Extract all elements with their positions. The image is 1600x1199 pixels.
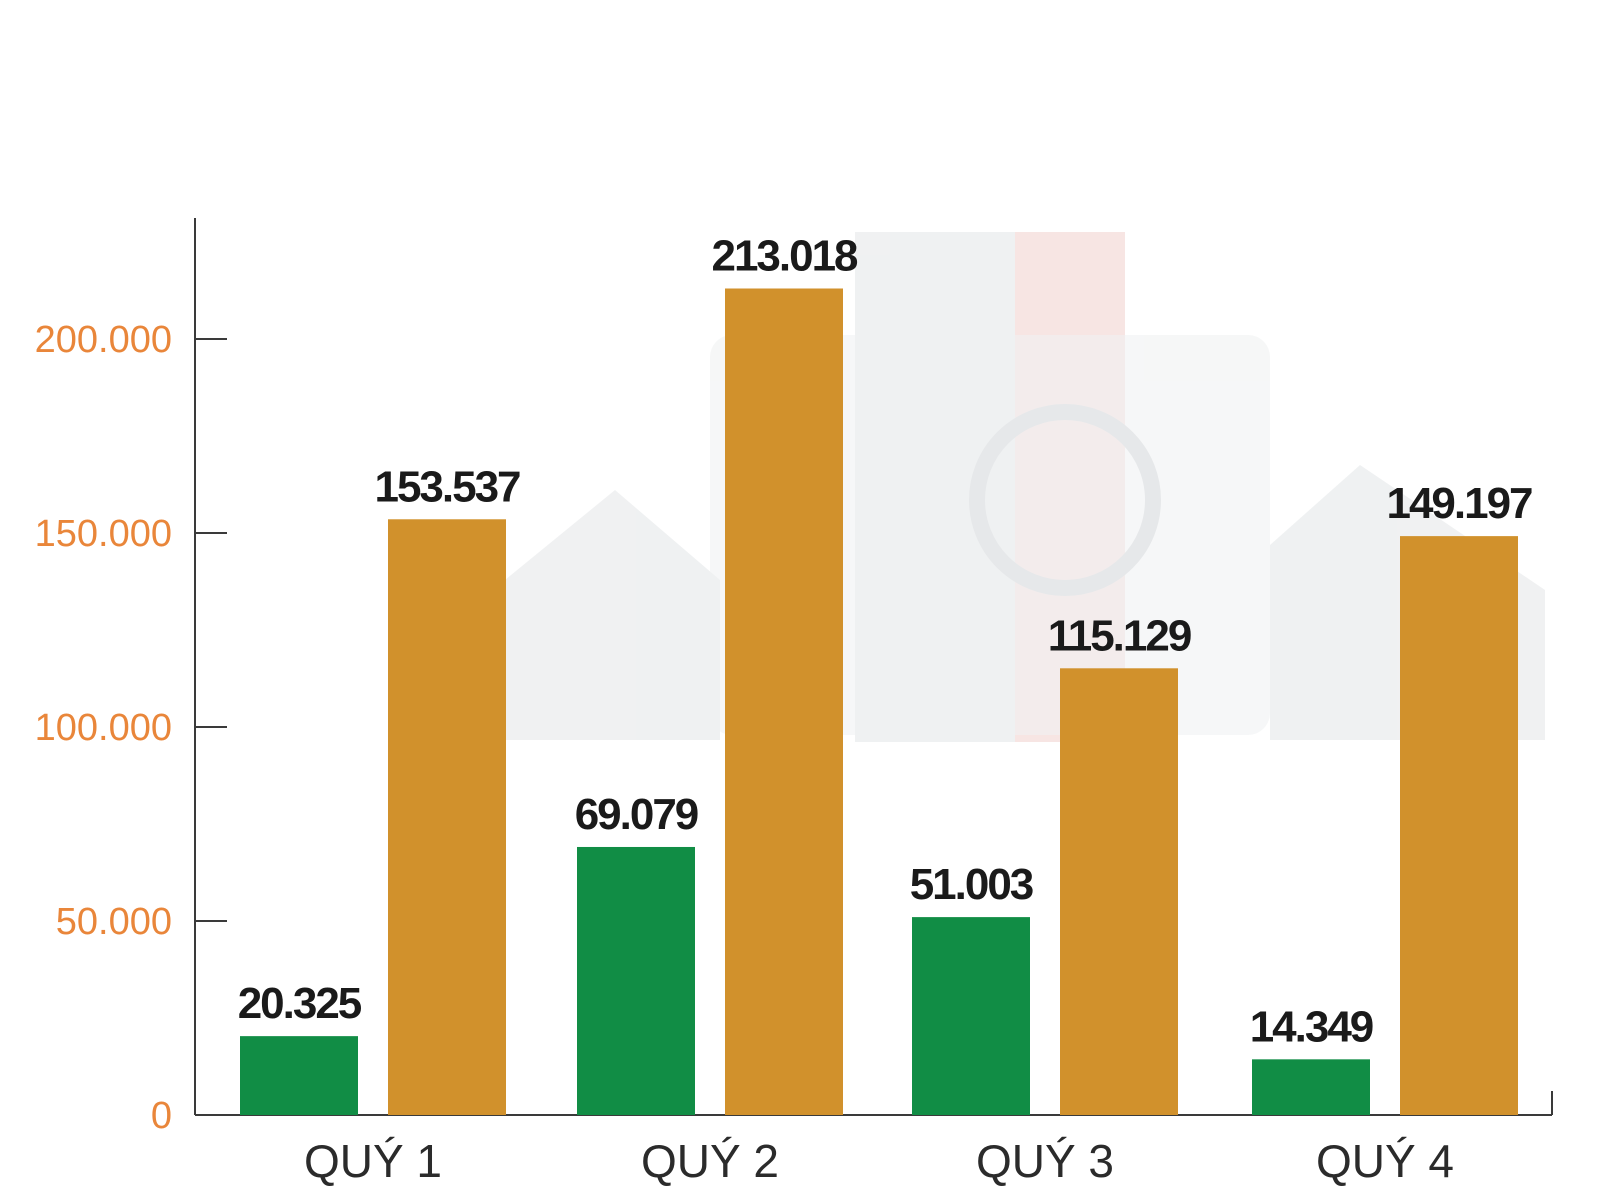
y-tick-label: 150.000 (35, 513, 172, 555)
y-tick-label: 100.000 (35, 707, 172, 749)
bars (240, 288, 1518, 1115)
bar-series2-quý-3 (1060, 668, 1178, 1115)
bar-series2-quý-1 (388, 519, 506, 1115)
data-label: 20.325 (238, 979, 362, 1028)
bar-series1-quý-2 (577, 846, 695, 1115)
y-axis-ticks: 0 50.000 100.000 150.000 200.000 (35, 319, 227, 1137)
x-category-label: QUÝ 3 (976, 1135, 1114, 1187)
bar-series1-quý-1 (240, 1036, 358, 1115)
data-labels: 20.325 69.079 51.003 14.349 153.537 213.018 11… (238, 231, 1534, 1051)
data-label: 213.018 (711, 231, 858, 280)
y-tick-label: 50.000 (56, 901, 172, 943)
data-label: 153.537 (374, 462, 520, 511)
background-illustration (505, 232, 1545, 742)
bar-series2-quý-2 (725, 288, 843, 1115)
y-tick-label: 200.000 (35, 319, 172, 361)
category-labels: QUÝ 1 QUÝ 2 QUÝ 3 QUÝ 4 (304, 1135, 1454, 1187)
bar-series2-quý-4 (1400, 536, 1518, 1115)
bar-series1-quý-4 (1252, 1059, 1370, 1115)
x-category-label: QUÝ 1 (304, 1135, 442, 1187)
data-label: 14.349 (1250, 1002, 1373, 1051)
x-category-label: QUÝ 2 (641, 1135, 779, 1187)
y-tick-label: 0 (151, 1095, 172, 1137)
data-label: 149.197 (1386, 479, 1532, 528)
bar-series1-quý-3 (912, 917, 1030, 1115)
data-label: 51.003 (910, 860, 1033, 909)
data-label: 115.129 (1048, 611, 1191, 660)
data-label: 69.079 (575, 790, 698, 839)
x-category-label: QUÝ 4 (1316, 1135, 1454, 1187)
